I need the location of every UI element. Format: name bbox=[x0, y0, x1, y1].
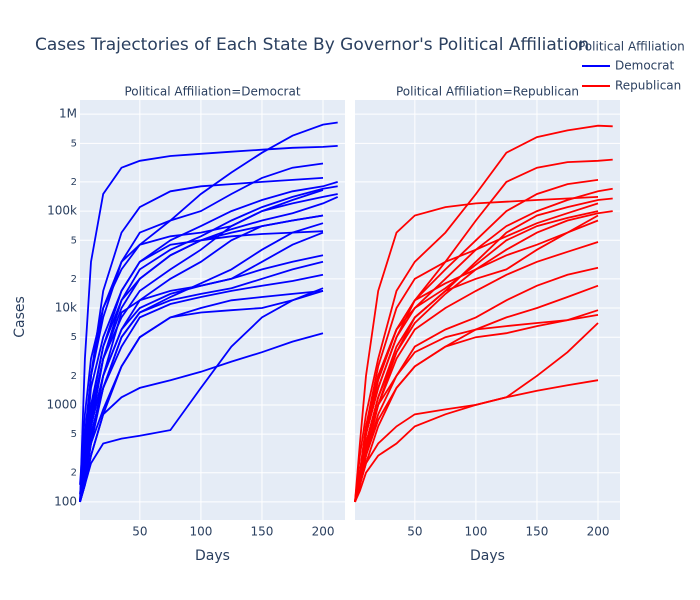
state-line bbox=[354, 196, 599, 502]
y-tick-label: 100 bbox=[54, 494, 77, 508]
x-tick-label: 100 bbox=[189, 525, 212, 539]
plot-area bbox=[80, 100, 345, 520]
state-line bbox=[354, 214, 599, 503]
x-axis-label: Days bbox=[195, 548, 230, 564]
panel-title: Political Affiliation=Democrat bbox=[124, 85, 300, 99]
x-tick-label: 50 bbox=[132, 525, 147, 539]
legend-label: Republican bbox=[615, 79, 681, 93]
state-line bbox=[79, 231, 324, 503]
legend-title: Political Affiliation bbox=[578, 40, 685, 54]
y-tick-label: 10k bbox=[55, 301, 77, 315]
state-line bbox=[79, 214, 324, 503]
y-tick-label: 5 bbox=[71, 138, 77, 149]
y-tick-label: 100k bbox=[47, 204, 77, 218]
y-tick-label: 1000 bbox=[46, 397, 77, 411]
x-tick-label: 200 bbox=[312, 525, 335, 539]
state-line bbox=[354, 379, 599, 503]
y-tick-label: 5 bbox=[71, 332, 77, 343]
legend: Political Affiliation Democrat Republican bbox=[578, 40, 685, 93]
x-tick-label: 200 bbox=[587, 525, 610, 539]
state-line bbox=[354, 309, 599, 503]
state-line bbox=[354, 322, 599, 503]
y-tick-label: 2 bbox=[71, 177, 77, 188]
x-tick-label: 150 bbox=[251, 525, 274, 539]
x-tick-label: 150 bbox=[526, 525, 549, 539]
x-tick-label: 100 bbox=[464, 525, 487, 539]
figure-title: Cases Trajectories of Each State By Gove… bbox=[35, 35, 589, 55]
state-line bbox=[354, 210, 599, 503]
y-tick-label: 2 bbox=[71, 468, 77, 479]
y-tick-label: 5 bbox=[71, 429, 77, 440]
state-line bbox=[354, 241, 599, 503]
legend-label: Democrat bbox=[615, 59, 675, 73]
state-line bbox=[79, 145, 338, 502]
y-tick-label: 5 bbox=[71, 235, 77, 246]
y-tick-label: 1M bbox=[59, 107, 77, 121]
state-line bbox=[79, 181, 338, 502]
state-line bbox=[354, 124, 613, 502]
state-line bbox=[354, 202, 599, 503]
x-axis-label: Days bbox=[470, 548, 505, 564]
x-tick-label: 50 bbox=[407, 525, 422, 539]
state-line bbox=[79, 290, 324, 503]
state-line bbox=[79, 230, 324, 503]
y-tick-label: 2 bbox=[71, 274, 77, 285]
state-line bbox=[79, 332, 324, 503]
y-tick-label: 2 bbox=[71, 371, 77, 382]
y-axis-label: Cases bbox=[12, 296, 28, 338]
panel-title: Political Affiliation=Republican bbox=[396, 85, 579, 99]
